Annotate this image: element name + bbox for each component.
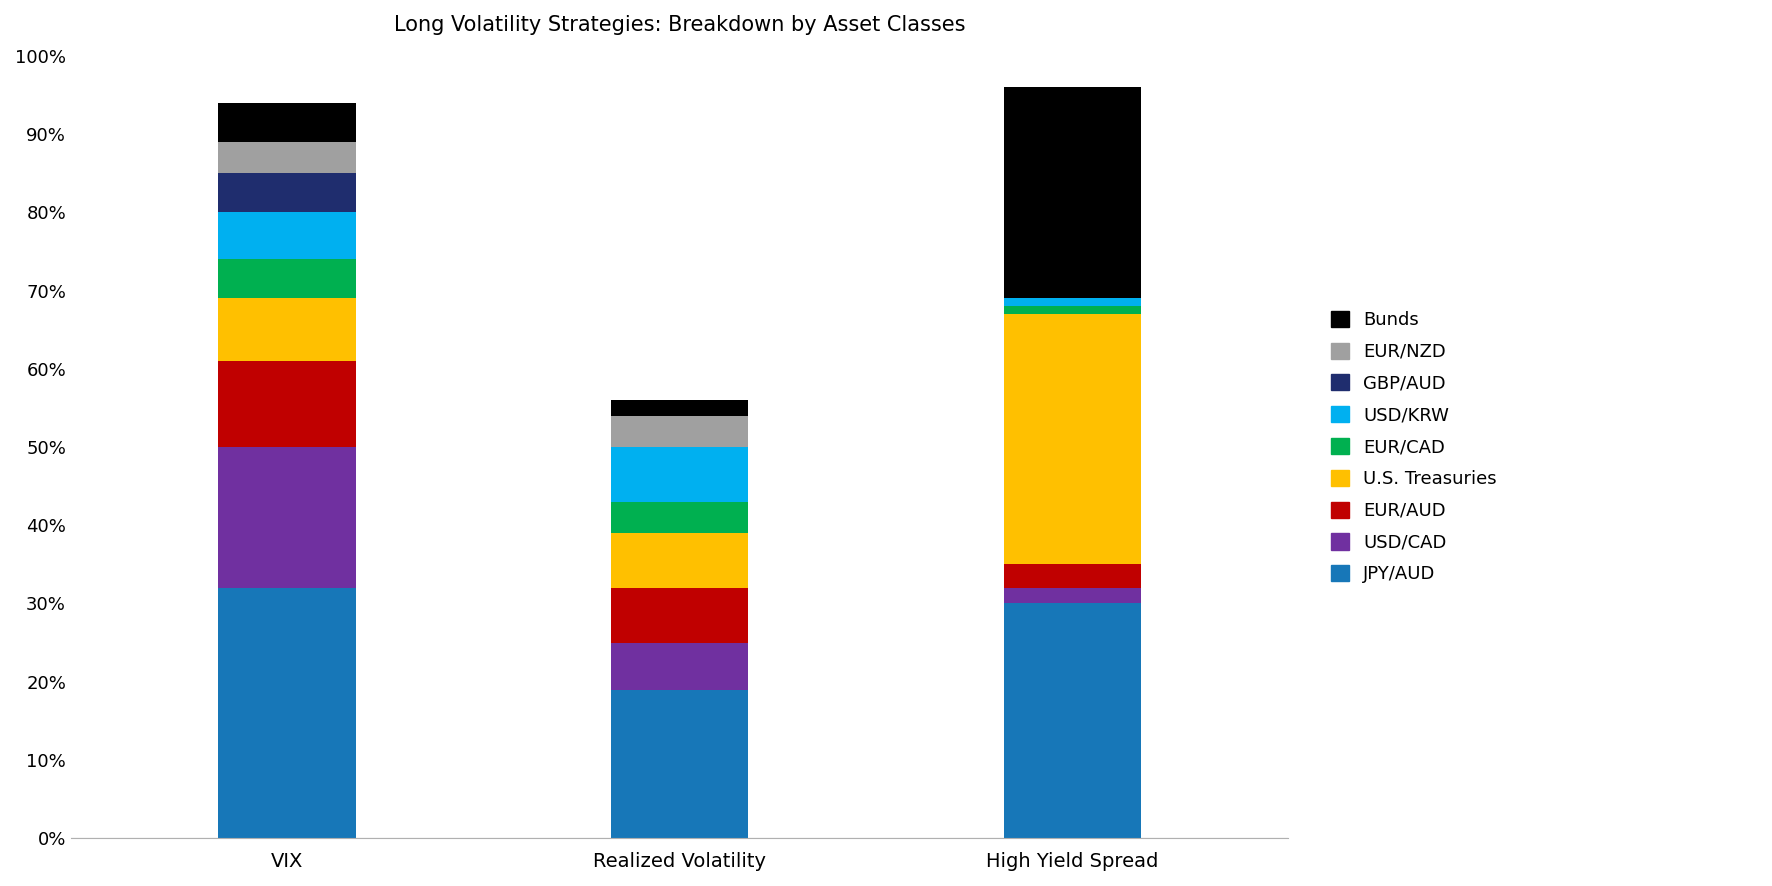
Bar — [1003, 307, 1141, 315]
Bar — [1003, 603, 1141, 838]
Legend: Bunds, EUR/NZD, GBP/AUD, USD/KRW, EUR/CAD, U.S. Treasuries, EUR/AUD, USD/CAD, JP: Bunds, EUR/NZD, GBP/AUD, USD/KRW, EUR/CA… — [1322, 301, 1506, 593]
Bar — [218, 447, 356, 587]
Bar — [611, 501, 748, 533]
Bar — [611, 587, 748, 642]
Bar — [611, 400, 748, 416]
Bar — [218, 142, 356, 174]
Bar — [1003, 587, 1141, 603]
Bar — [1003, 88, 1141, 299]
Bar — [218, 103, 356, 142]
Bar — [218, 174, 356, 213]
Bar — [611, 447, 748, 501]
Bar — [218, 361, 356, 447]
Bar — [611, 642, 748, 689]
Bar — [218, 213, 356, 260]
Bar — [1003, 315, 1141, 564]
Bar — [611, 689, 748, 838]
Title: Long Volatility Strategies: Breakdown by Asset Classes: Long Volatility Strategies: Breakdown by… — [393, 15, 966, 35]
Bar — [1003, 564, 1141, 587]
Bar — [218, 299, 356, 361]
Bar — [218, 587, 356, 838]
Bar — [611, 533, 748, 587]
Bar — [1003, 299, 1141, 307]
Bar — [218, 260, 356, 299]
Bar — [611, 416, 748, 447]
